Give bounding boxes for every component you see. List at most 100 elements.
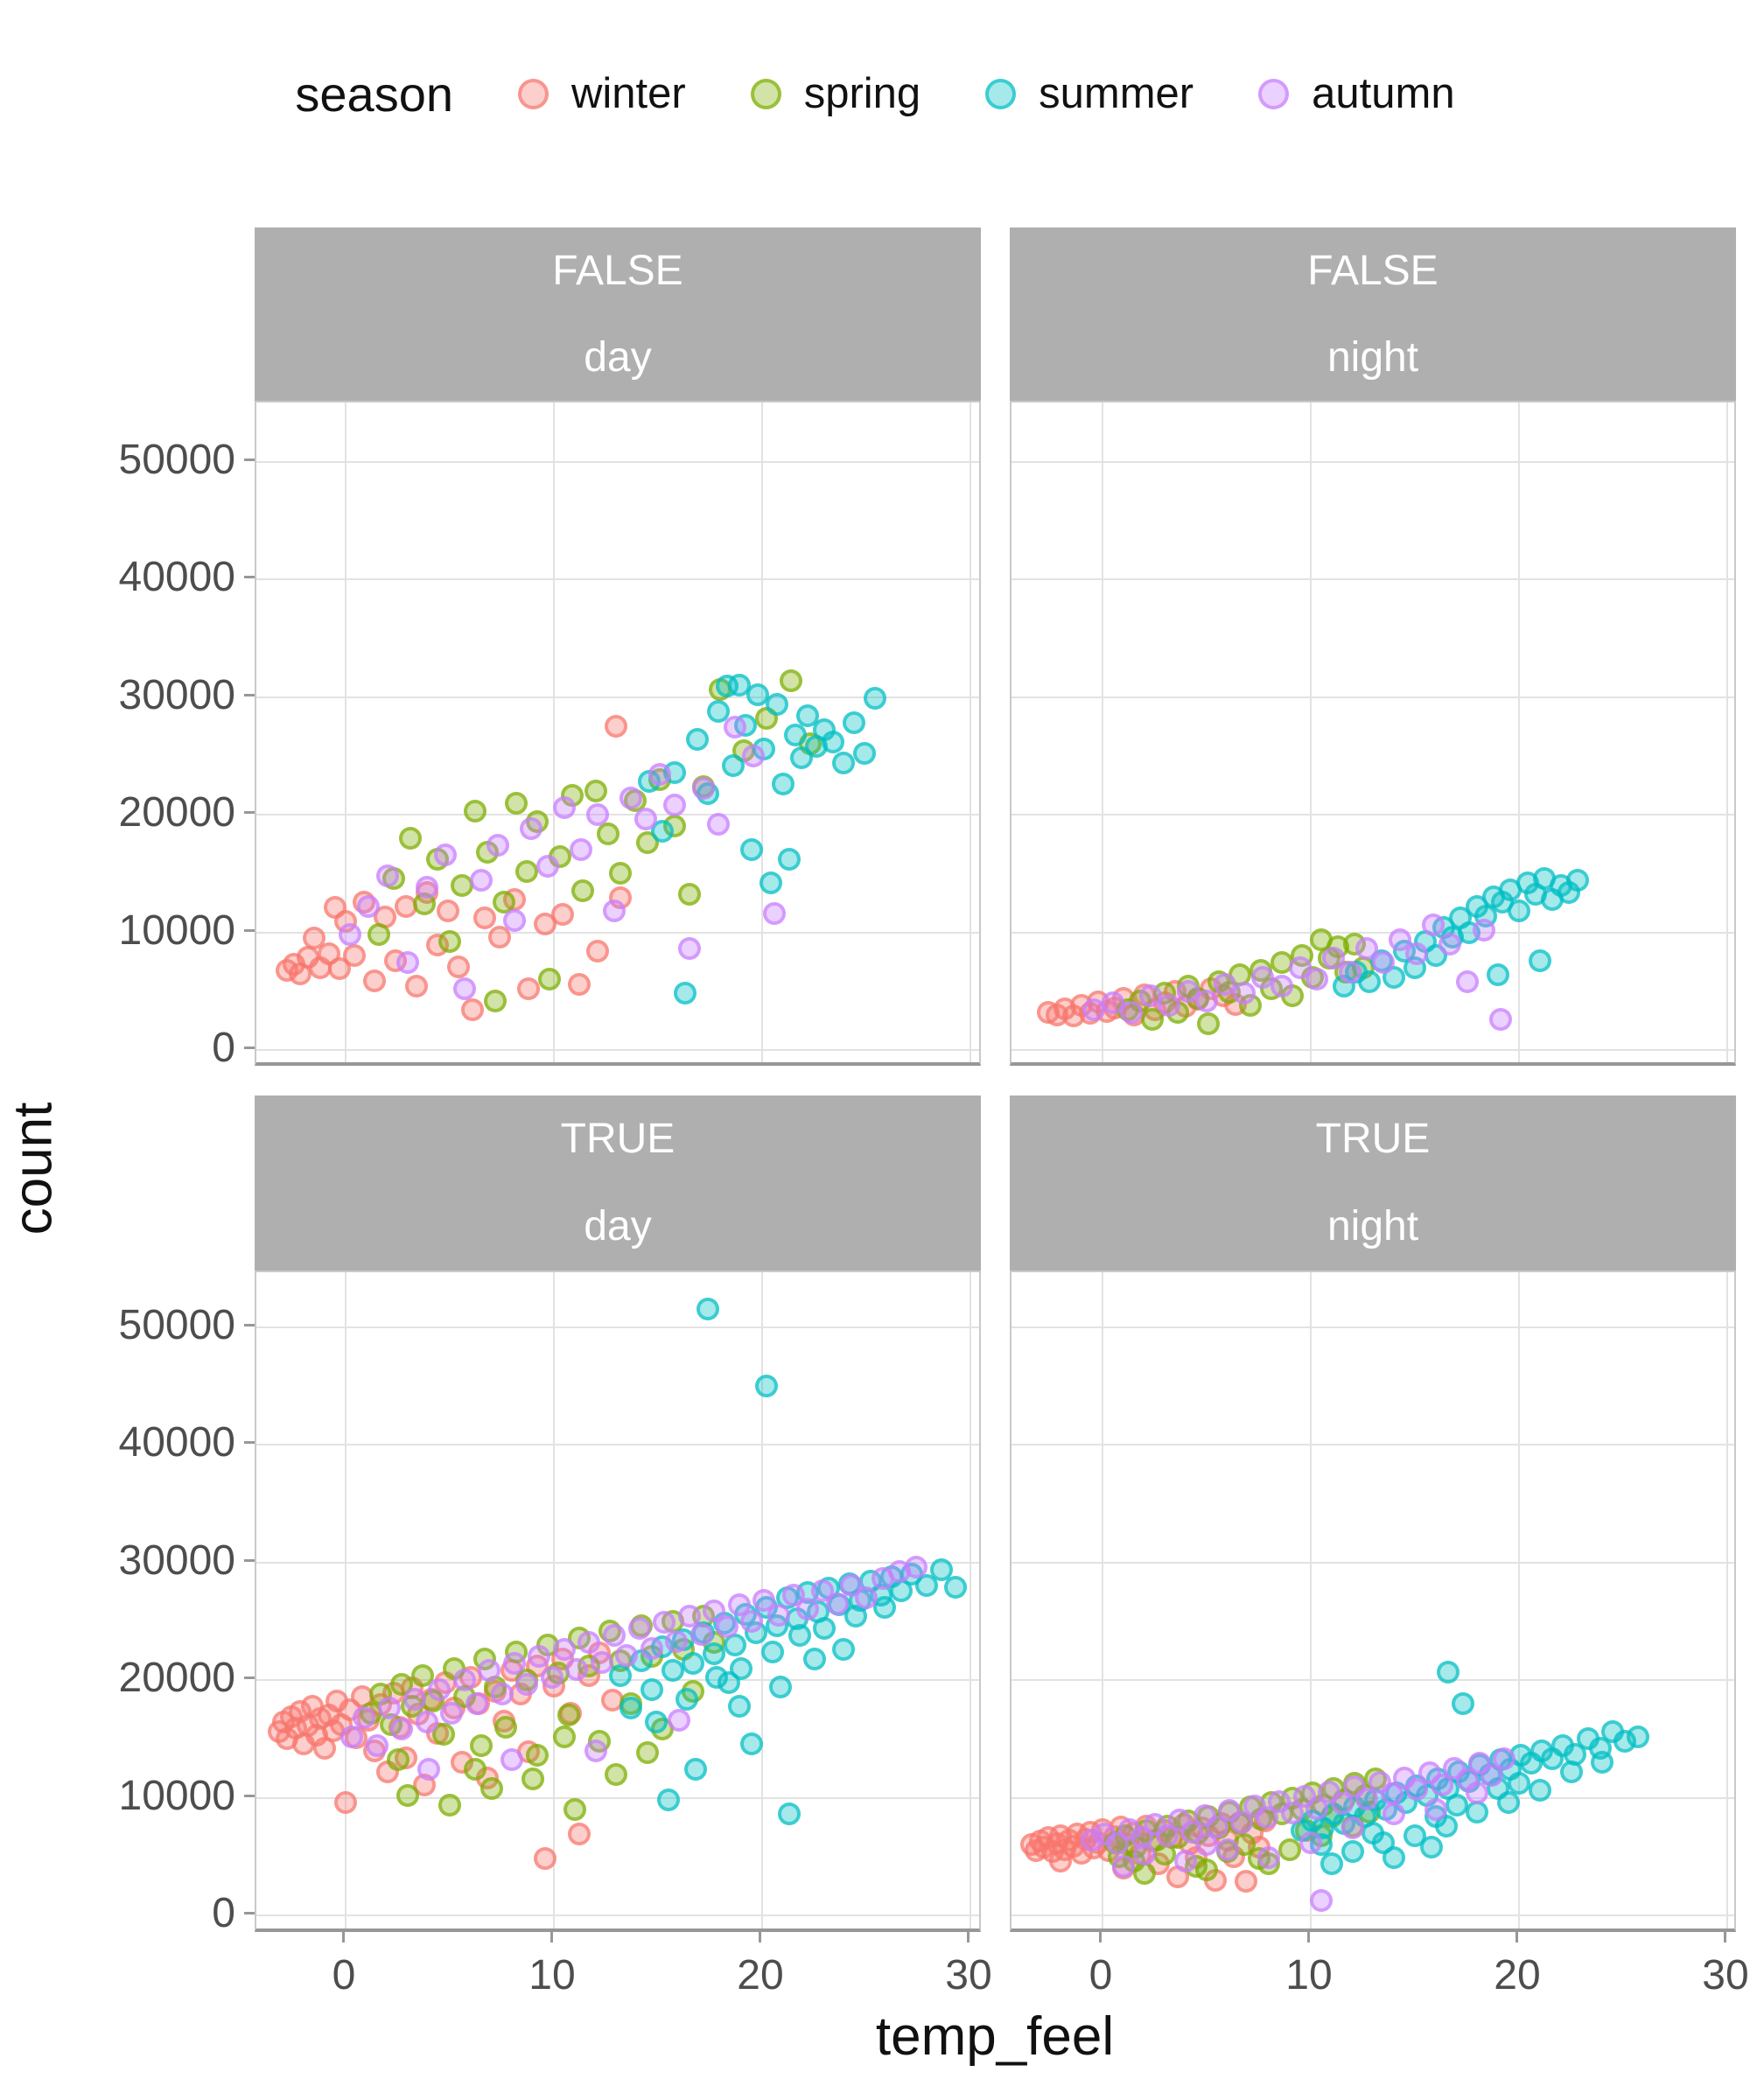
data-point-summer [759,872,782,894]
facet-strip-label-row: TRUE [560,1116,676,1162]
data-point-autumn [1232,982,1256,1005]
data-point-summer [1487,962,1510,986]
y-tick-mark [244,928,255,932]
y-tick-label: 50000 [118,1301,235,1348]
gridline-vertical [1518,402,1520,1062]
data-point-autumn [569,838,592,862]
data-point-autumn [1215,1838,1239,1861]
data-point-autumn [615,1643,639,1667]
gridline-horizontal [1012,1914,1734,1916]
data-point-autumn [519,817,542,841]
data-point-winter [517,977,541,1001]
gridline-vertical [1102,402,1103,1062]
legend-label-winter: winter [570,70,686,117]
data-point-summer [1420,1835,1444,1858]
facet-strip-label-col: night [1326,1203,1419,1250]
y-tick-label: 10000 [118,1772,235,1819]
data-point-autumn [620,787,643,810]
panel-true-day [255,1270,981,1932]
data-point-summer [1451,1691,1474,1715]
legend: season winter spring summer autumn [0,46,1750,142]
data-point-summer [676,1687,699,1711]
y-tick-mark [244,811,255,814]
data-point-winter [334,1790,357,1814]
data-point-summer [1508,900,1530,923]
data-point-autumn [1340,1816,1364,1840]
data-point-summer [754,1374,778,1397]
data-point-autumn [465,1691,488,1715]
data-point-summer [1565,869,1589,892]
data-point-autumn [1132,1843,1156,1866]
data-point-spring [571,879,595,903]
data-point-autumn [1472,918,1495,942]
data-point-summer [1591,1751,1614,1774]
data-point-summer [682,1652,705,1676]
legend-label-autumn: autumn [1312,70,1455,117]
x-tick-label: 30 [945,1952,992,1998]
spring-point-icon [750,78,781,109]
data-point-autumn [1195,1833,1218,1857]
data-point-autumn [603,1623,626,1647]
legend-label-spring: spring [803,70,921,117]
facet-strip-true-night: TRUE night [1010,1096,1736,1270]
gridline-vertical [1726,402,1728,1062]
y-tick-mark [244,1794,255,1797]
data-point-autumn [490,1683,514,1706]
data-point-autumn [377,1697,401,1720]
data-point-summer [915,1574,939,1598]
data-point-winter [550,903,574,927]
y-tick-mark [244,1323,255,1326]
data-point-summer [852,742,876,766]
data-point-autumn [724,716,747,739]
y-tick-label: 20000 [118,1655,235,1701]
data-point-summer [944,1575,968,1599]
panel-false-night [1010,401,1736,1066]
y-tick-mark [244,576,255,578]
data-point-autumn [707,812,731,836]
data-point-spring [386,1748,410,1772]
data-point-autumn [585,803,609,826]
data-point-autumn [1270,975,1293,998]
gridline-vertical [553,402,555,1062]
data-point-summer [683,1758,707,1782]
y-tick-mark [244,1912,255,1914]
x-tick-label: 20 [1494,1952,1541,1998]
data-point-autumn [434,843,458,866]
facet-strip-label-col: day [584,1203,652,1250]
data-point-autumn [415,876,438,900]
data-point-autumn [565,1657,589,1681]
legend-item-spring[interactable]: spring [750,69,921,118]
data-point-autumn [500,1748,524,1772]
data-point-autumn [1214,972,1237,996]
data-point-spring [609,862,633,886]
data-point-winter [567,972,591,996]
legend-item-winter[interactable]: winter [517,69,686,118]
data-point-spring [469,1734,493,1758]
data-point-summer [703,1642,726,1666]
data-point-summer [788,1623,811,1647]
gridline-horizontal [256,1796,979,1799]
data-point-autumn [1393,1766,1417,1789]
data-point-autumn [428,1677,452,1701]
data-point-spring [480,1776,503,1800]
data-point-autumn [1111,1854,1135,1878]
data-point-summer [730,1656,753,1680]
x-tick-label: 0 [1088,1952,1113,1998]
data-point-summer [760,1640,784,1663]
gridline-horizontal [1012,931,1734,934]
data-point-autumn [825,1592,849,1615]
data-point-winter [473,906,497,930]
data-point-autumn [1372,951,1396,975]
y-tick-label: 20000 [118,789,235,836]
data-point-autumn [396,951,420,975]
data-point-summer [1445,1793,1468,1816]
data-point-autumn [648,763,672,787]
legend-item-summer[interactable]: summer [985,69,1194,118]
data-point-autumn [540,1666,564,1690]
data-point-autumn [340,1725,364,1748]
legend-item-autumn[interactable]: autumn [1258,69,1455,118]
data-point-autumn [536,855,559,878]
gridline-horizontal [1012,1444,1734,1446]
y-tick-mark [244,458,255,461]
x-tick-mark [1516,1932,1518,1942]
